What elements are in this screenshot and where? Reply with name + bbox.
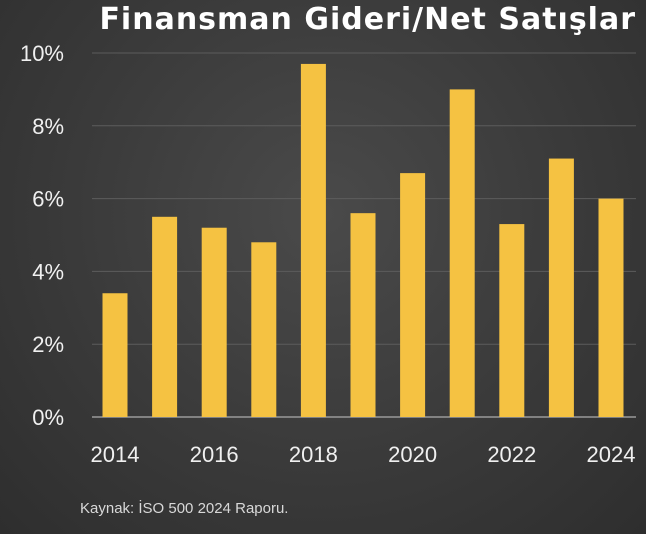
- bar-2016: [201, 227, 227, 417]
- y-tick-label: 10%: [20, 41, 64, 66]
- x-tick-label: 2014: [91, 442, 140, 467]
- bar-2020: [400, 173, 426, 417]
- bar-2022: [499, 224, 525, 417]
- y-tick-label: 8%: [32, 114, 64, 139]
- y-tick-label: 6%: [32, 187, 64, 212]
- y-tick-labels: 0% 2% 4% 6% 8% 10%: [20, 41, 64, 430]
- bar-2024: [598, 198, 624, 417]
- x-tick-label: 2024: [587, 442, 636, 467]
- x-tick-label: 2020: [388, 442, 437, 467]
- bar-2018: [300, 63, 326, 418]
- x-tick-labels: 2014 2016 2018 2020 2022 2024: [91, 442, 636, 467]
- y-tick-label: 0%: [32, 405, 64, 430]
- bar-2019: [350, 213, 376, 417]
- source-note: Kaynak: İSO 500 2024 Raporu.: [80, 500, 289, 517]
- bar-2015: [152, 216, 178, 417]
- y-tick-label: 2%: [32, 332, 64, 357]
- chart-title: Finansman Gideri/Net Satışlar: [99, 2, 636, 37]
- bars: [102, 63, 624, 418]
- x-tick-label: 2022: [487, 442, 536, 467]
- x-tick-label: 2016: [190, 442, 239, 467]
- bar-2023: [548, 158, 574, 417]
- y-tick-label: 4%: [32, 259, 64, 284]
- x-tick-label: 2018: [289, 442, 338, 467]
- bar-2021: [449, 89, 475, 418]
- bar-2017: [251, 242, 277, 417]
- bar-2014: [102, 293, 128, 417]
